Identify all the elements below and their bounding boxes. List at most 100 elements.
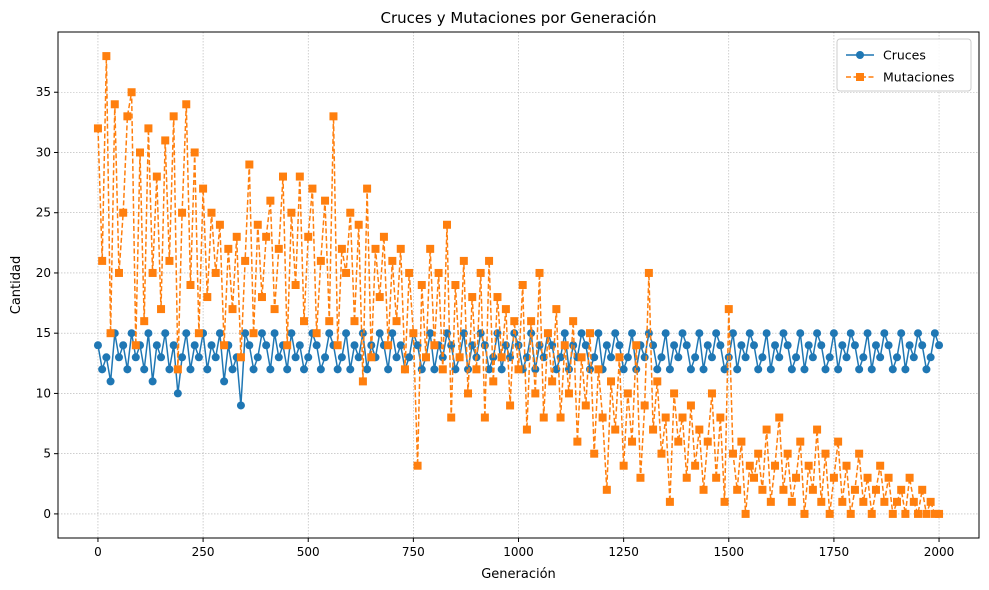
data-point [745, 329, 754, 338]
data-point [682, 473, 691, 482]
data-point [321, 353, 330, 362]
data-point [438, 353, 447, 362]
data-point [846, 329, 855, 338]
data-point [241, 329, 250, 338]
data-point [236, 353, 245, 362]
data-point [775, 353, 784, 362]
data-point [762, 329, 771, 338]
data-point [161, 136, 170, 145]
data-point [926, 497, 935, 506]
data-point [733, 365, 742, 374]
data-point [114, 268, 123, 277]
data-point [489, 377, 498, 386]
data-point [695, 329, 704, 338]
data-point [131, 341, 140, 350]
y-axis-label: Cantidad [9, 256, 24, 314]
data-point [262, 341, 271, 350]
data-point [173, 389, 182, 398]
data-point [703, 341, 712, 350]
y-axis: 0 5 10 15 20 25 30 35 [36, 85, 58, 521]
data-point [182, 100, 191, 109]
x-tick-label: 1500 [714, 545, 745, 559]
data-point [543, 329, 552, 338]
data-point [358, 377, 367, 386]
data-point [771, 341, 780, 350]
data-point [506, 401, 515, 410]
data-point [245, 160, 254, 169]
data-point [396, 244, 405, 253]
legend: Cruces Mutaciones [836, 38, 972, 92]
data-point [215, 329, 224, 338]
data-point [758, 353, 767, 362]
data-point [644, 329, 653, 338]
data-point [178, 353, 187, 362]
x-tick-label: 1000 [503, 545, 534, 559]
data-point [712, 473, 721, 482]
data-point [363, 184, 372, 193]
data-point [518, 281, 527, 289]
data-point [485, 256, 494, 265]
y-tick-label: 15 [36, 326, 51, 340]
data-point [581, 401, 590, 410]
data-point [787, 497, 796, 506]
data-point [699, 365, 708, 374]
data-point [405, 353, 414, 362]
data-point [211, 353, 220, 362]
data-point [321, 196, 330, 205]
data-point [560, 329, 569, 338]
data-point [888, 365, 897, 374]
data-point [459, 256, 468, 265]
data-point [388, 329, 397, 338]
data-point [165, 256, 174, 265]
data-point [859, 353, 868, 362]
data-point [224, 244, 233, 253]
data-point [842, 353, 851, 362]
data-point [590, 449, 599, 458]
data-point [291, 281, 300, 289]
data-point [371, 244, 380, 253]
data-point [863, 329, 872, 338]
data-point [241, 256, 250, 265]
data-point [157, 353, 166, 362]
data-point [497, 353, 506, 362]
data-point [287, 329, 296, 338]
data-point [825, 353, 834, 362]
data-point [884, 341, 893, 350]
data-point [871, 341, 880, 350]
data-point [464, 365, 473, 374]
data-point [560, 341, 569, 350]
data-point [653, 365, 662, 374]
data-point [888, 509, 897, 518]
data-point [611, 425, 620, 434]
x-tick-label: 500 [297, 545, 320, 559]
data-point [926, 353, 935, 362]
data-point [821, 365, 830, 374]
data-point [308, 184, 317, 193]
data-point [628, 437, 637, 446]
y-tick-label: 35 [36, 85, 51, 99]
data-point [514, 365, 523, 374]
data-point [249, 329, 258, 338]
data-point [804, 341, 813, 350]
data-point [619, 461, 628, 470]
data-point [901, 365, 910, 374]
data-point [421, 353, 430, 362]
data-point [384, 365, 393, 374]
data-point [165, 365, 174, 374]
series-mutaciones [93, 52, 944, 518]
data-point [737, 437, 746, 446]
data-point [813, 425, 822, 434]
data-point [728, 329, 737, 338]
data-point [653, 377, 662, 386]
data-point [295, 341, 304, 350]
data-point [821, 449, 830, 458]
data-point [342, 329, 351, 338]
data-point [623, 389, 632, 398]
data-point [674, 437, 683, 446]
data-point [699, 485, 708, 494]
data-point [148, 377, 157, 386]
data-point [501, 305, 510, 314]
data-point [485, 365, 494, 374]
data-point [918, 341, 927, 350]
legend-label-cruces: Cruces [883, 48, 926, 63]
